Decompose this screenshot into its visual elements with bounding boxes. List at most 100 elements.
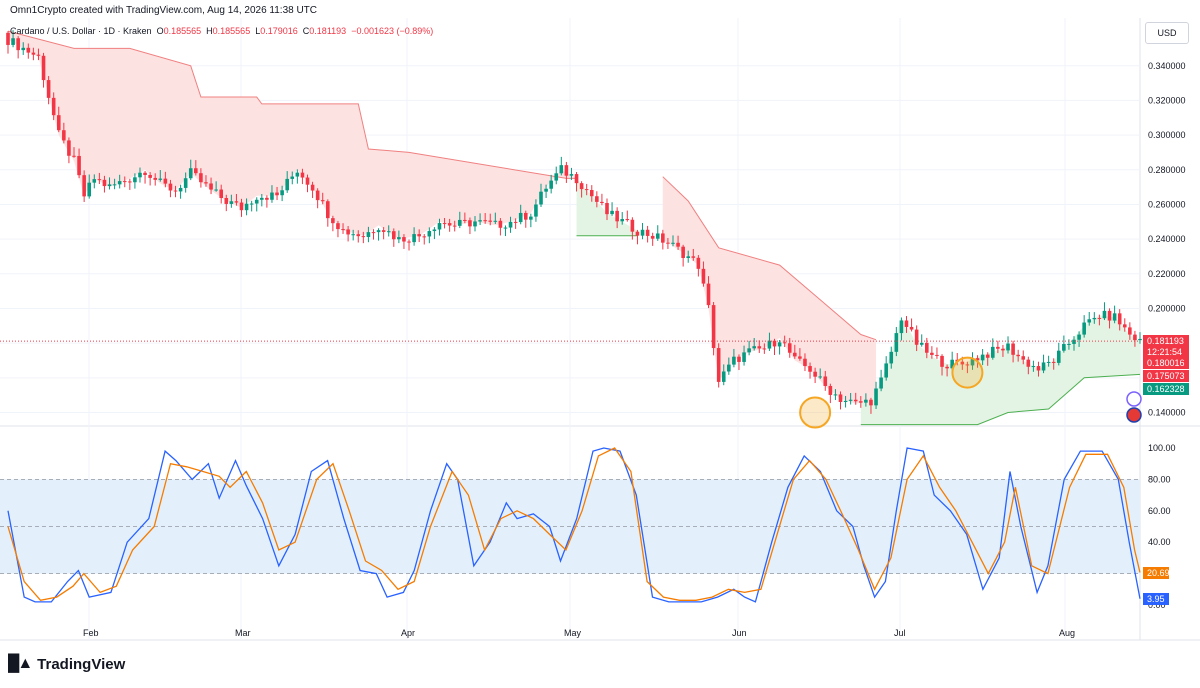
flag-icon bbox=[1126, 407, 1142, 423]
tradingview-logo[interactable]: █▲ TradingView bbox=[8, 655, 125, 673]
close-label: C bbox=[302, 26, 310, 36]
candle bbox=[513, 218, 518, 229]
currency-button[interactable]: USD bbox=[1145, 22, 1189, 44]
candle bbox=[605, 198, 609, 221]
candle-body bbox=[234, 201, 239, 203]
candle bbox=[310, 181, 315, 199]
candle-body bbox=[87, 182, 92, 197]
candle bbox=[523, 210, 528, 228]
stoch-tick-label: 60.00 bbox=[1148, 506, 1171, 516]
candle-body bbox=[1107, 310, 1112, 321]
candle bbox=[270, 185, 274, 203]
candle-body bbox=[798, 356, 802, 359]
candle bbox=[36, 48, 41, 61]
candle bbox=[463, 212, 467, 224]
stoch-badge bbox=[1143, 567, 1169, 579]
stoch-badge-label: 3.95 bbox=[1147, 594, 1165, 604]
candle-body bbox=[493, 220, 498, 222]
candle bbox=[67, 137, 71, 164]
candle-body bbox=[249, 203, 254, 205]
candle-body bbox=[661, 233, 665, 243]
time-tick-label: May bbox=[564, 628, 582, 638]
candle bbox=[280, 185, 284, 202]
candle-body bbox=[1056, 350, 1061, 363]
support-cloud bbox=[576, 178, 638, 236]
candle bbox=[650, 232, 655, 246]
candle bbox=[1112, 305, 1117, 324]
low-label: L bbox=[255, 26, 261, 36]
candle-body bbox=[224, 198, 229, 204]
candle bbox=[188, 159, 193, 181]
candle bbox=[452, 220, 457, 232]
candle-body bbox=[51, 97, 56, 116]
candle-body bbox=[498, 220, 503, 228]
candle bbox=[610, 202, 614, 216]
candle bbox=[833, 389, 838, 401]
candle bbox=[1128, 322, 1132, 340]
candle-body bbox=[168, 183, 173, 191]
candle-body bbox=[402, 237, 406, 242]
candle bbox=[503, 225, 508, 237]
symbol-name[interactable]: Cardano / U.S. Dollar · 1D · Kraken bbox=[10, 26, 152, 36]
candle bbox=[51, 92, 56, 121]
candle bbox=[544, 184, 548, 198]
brand-name: TradingView bbox=[37, 655, 126, 673]
candle-body bbox=[950, 359, 954, 369]
candle-body bbox=[645, 229, 650, 236]
price-tick-label: 0.300000 bbox=[1148, 130, 1186, 140]
candle bbox=[584, 183, 589, 196]
candle-body bbox=[696, 257, 701, 269]
candle bbox=[493, 212, 498, 225]
candle-body bbox=[716, 348, 721, 382]
candle bbox=[1072, 336, 1076, 351]
candle-body bbox=[777, 342, 782, 347]
candle-body bbox=[782, 342, 787, 344]
candle-body bbox=[762, 348, 767, 350]
resistance-line bbox=[7, 30, 577, 179]
candle-body bbox=[336, 223, 340, 230]
candle-body bbox=[564, 165, 569, 176]
candle-body bbox=[239, 202, 244, 211]
candle-body bbox=[909, 326, 914, 330]
candle-body bbox=[711, 305, 716, 349]
candle-body bbox=[463, 219, 467, 221]
candle-body bbox=[447, 223, 452, 226]
candle-body bbox=[1092, 317, 1097, 320]
candle bbox=[498, 218, 503, 236]
candle-body bbox=[879, 377, 883, 389]
candle-body bbox=[518, 212, 523, 223]
support-line bbox=[860, 373, 1141, 426]
candle-body bbox=[691, 256, 696, 258]
candle-body bbox=[589, 190, 594, 197]
candle-body bbox=[97, 179, 102, 181]
candle bbox=[630, 217, 635, 240]
candle-body bbox=[935, 354, 939, 356]
candle bbox=[798, 348, 802, 361]
candle-body bbox=[889, 351, 894, 364]
candle bbox=[640, 222, 645, 240]
candle bbox=[204, 175, 208, 187]
candle-body bbox=[478, 220, 482, 222]
candle-body bbox=[265, 197, 269, 200]
candle-body bbox=[1102, 310, 1107, 319]
candle bbox=[87, 174, 92, 199]
candle-body bbox=[671, 242, 675, 244]
high-value: 0.185565 bbox=[212, 26, 251, 36]
candle-body bbox=[72, 155, 76, 157]
candle bbox=[1016, 349, 1020, 362]
candle-body bbox=[194, 168, 198, 174]
candle bbox=[183, 172, 188, 193]
candle-body bbox=[869, 399, 873, 406]
candle bbox=[346, 226, 350, 242]
candle bbox=[1046, 355, 1051, 367]
candle-body bbox=[818, 376, 822, 378]
candle bbox=[102, 175, 107, 193]
candle bbox=[864, 393, 868, 407]
candle-body bbox=[721, 371, 726, 382]
candle bbox=[686, 250, 691, 263]
highlight-circle bbox=[951, 356, 984, 389]
candle-body bbox=[990, 346, 995, 358]
candle bbox=[930, 346, 934, 359]
candle-body bbox=[209, 183, 213, 190]
